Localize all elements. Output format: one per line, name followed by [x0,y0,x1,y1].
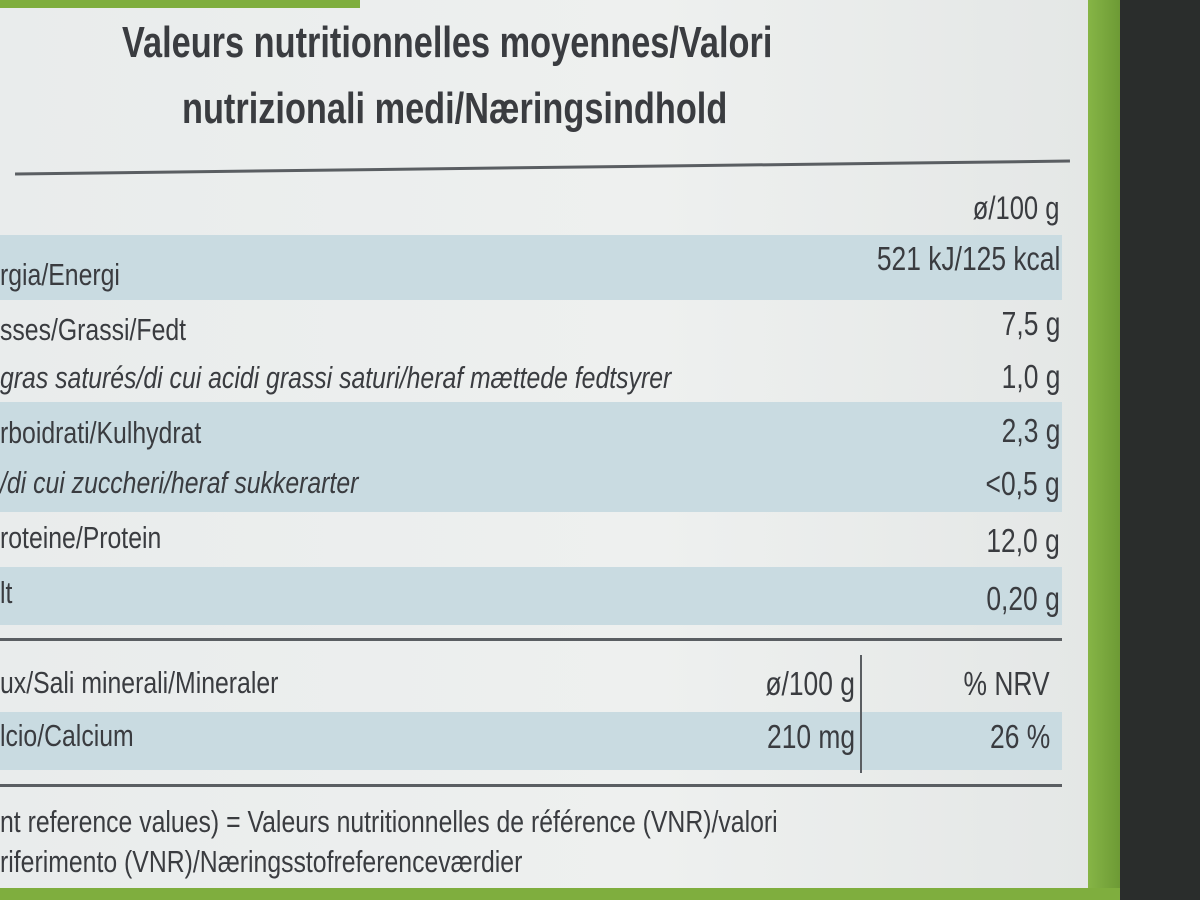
row-label: rboidrati/Kulhydrat [0,415,202,450]
row-nrv: % NRV [963,665,1050,702]
row-stripe [0,235,1062,300]
row-label: gras saturés/di cui acidi grassi saturi/… [0,360,672,395]
row-value: <0,5 g [985,465,1060,502]
row-value: 7,5 g [1001,305,1060,342]
row-label: /di cui zuccheri/heraf sukkerarter [0,465,359,500]
row-value: 521 kJ/125 kcal [876,240,1060,277]
row-value: ø/100 g [765,665,855,702]
row-value: 0,20 g [986,580,1060,617]
divider [0,638,1062,641]
green-edge [0,0,360,8]
row-value: 2,3 g [1001,412,1060,449]
divider [0,784,1062,787]
title-line: nutrizionali medi/Næringsindhold [182,84,728,133]
footer-line: nt reference values) = Valeurs nutrition… [0,804,778,839]
green-edge [1088,0,1120,900]
footer-line: riferimento (VNR)/Næringsstofreferencevæ… [0,844,523,879]
row-value: 210 mg [766,718,855,755]
row-stripe [0,457,1062,512]
unit-header: ø/100 g [973,190,1060,226]
row-label: roteine/Protein [0,520,162,555]
row-stripe [0,712,1062,770]
row-label: rgia/Energi [0,257,120,292]
row-value: 1,0 g [1001,358,1060,395]
row-value: 12,0 g [986,522,1060,559]
row-stripe [0,567,1062,625]
row-stripe [0,402,1062,457]
column-divider [860,655,862,773]
row-label: ux/Sali minerali/Mineraler [0,665,279,700]
row-nrv: 26 % [989,718,1050,755]
green-edge [0,888,1120,900]
row-label: lcio/Calcium [0,718,134,753]
title-line: Valeurs nutritionnelles moyennes/Valori [122,18,773,67]
row-label: lt [0,575,13,610]
row-label: sses/Grassi/Fedt [0,312,187,347]
